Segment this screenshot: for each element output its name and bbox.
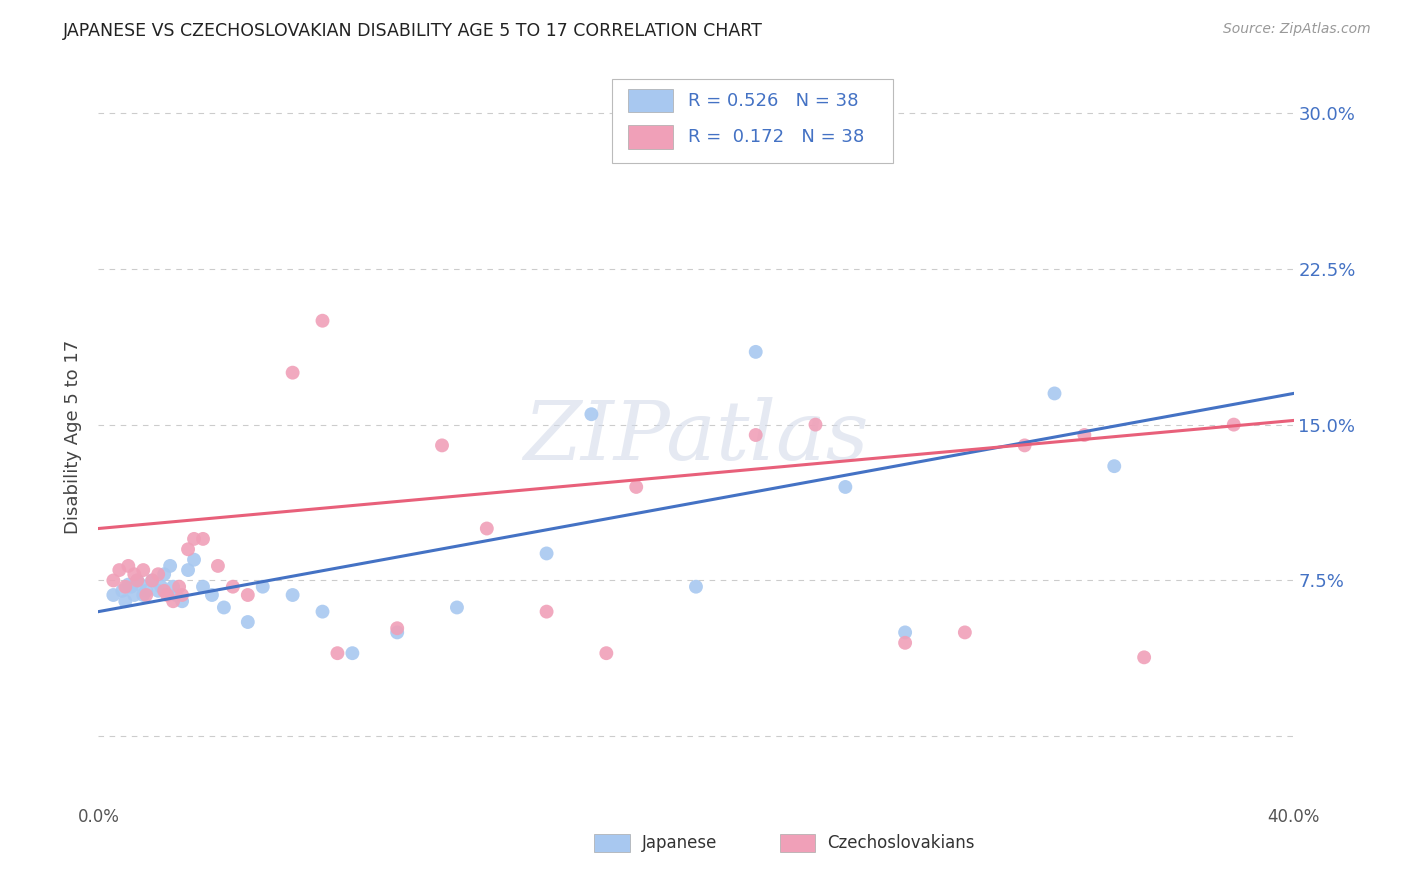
- Point: [183, 532, 205, 546]
- Point: [162, 594, 184, 608]
- Point: [745, 428, 768, 442]
- Point: [281, 366, 304, 380]
- Point: [111, 583, 134, 598]
- Point: [894, 625, 917, 640]
- Point: [124, 588, 146, 602]
- Point: [103, 588, 125, 602]
- Point: [172, 594, 194, 608]
- Point: [685, 580, 707, 594]
- Point: [236, 615, 259, 629]
- Point: [172, 588, 194, 602]
- Point: [132, 563, 155, 577]
- Point: [1073, 428, 1095, 442]
- Point: [745, 344, 768, 359]
- Point: [1014, 438, 1036, 452]
- Y-axis label: Disability Age 5 to 17: Disability Age 5 to 17: [65, 340, 83, 534]
- Point: [153, 567, 176, 582]
- Point: [127, 574, 149, 588]
- Point: [148, 567, 170, 582]
- Point: [207, 558, 229, 573]
- Text: Japanese: Japanese: [643, 834, 717, 852]
- Point: [536, 546, 558, 560]
- Point: [114, 580, 136, 594]
- Point: [595, 646, 617, 660]
- Point: [148, 583, 170, 598]
- Point: [326, 646, 349, 660]
- FancyBboxPatch shape: [613, 78, 893, 163]
- Point: [117, 577, 139, 591]
- Point: [135, 583, 157, 598]
- Point: [236, 588, 259, 602]
- Point: [1133, 650, 1156, 665]
- Point: [222, 580, 245, 594]
- Point: [177, 542, 200, 557]
- Point: [191, 580, 214, 594]
- Point: [201, 588, 224, 602]
- Point: [127, 574, 149, 588]
- Text: R =  0.172   N = 38: R = 0.172 N = 38: [688, 128, 863, 146]
- Bar: [595, 834, 630, 852]
- Point: [135, 588, 157, 602]
- Point: [129, 577, 152, 591]
- Point: [159, 558, 181, 573]
- Point: [114, 594, 136, 608]
- Point: [150, 580, 173, 594]
- Text: Czechoslovakians: Czechoslovakians: [827, 834, 974, 852]
- Point: [132, 588, 155, 602]
- Point: [342, 646, 364, 660]
- Bar: [779, 834, 815, 852]
- Point: [804, 417, 827, 432]
- Point: [183, 552, 205, 566]
- Point: [103, 574, 125, 588]
- Point: [141, 574, 163, 588]
- Point: [1104, 459, 1126, 474]
- Point: [120, 580, 142, 594]
- Point: [141, 574, 163, 588]
- Point: [385, 621, 409, 635]
- Point: [281, 588, 304, 602]
- Point: [446, 600, 468, 615]
- Point: [1223, 417, 1246, 432]
- Point: [953, 625, 976, 640]
- Point: [108, 563, 131, 577]
- Point: [252, 580, 274, 594]
- Point: [311, 314, 333, 328]
- Text: R = 0.526   N = 38: R = 0.526 N = 38: [688, 92, 858, 110]
- Point: [156, 588, 179, 602]
- Bar: [628, 126, 673, 149]
- Point: [894, 636, 917, 650]
- Point: [385, 625, 409, 640]
- Point: [117, 558, 139, 573]
- Text: Source: ZipAtlas.com: Source: ZipAtlas.com: [1223, 22, 1371, 37]
- Point: [626, 480, 648, 494]
- Point: [834, 480, 856, 494]
- Point: [191, 532, 214, 546]
- Text: JAPANESE VS CZECHOSLOVAKIAN DISABILITY AGE 5 TO 17 CORRELATION CHART: JAPANESE VS CZECHOSLOVAKIAN DISABILITY A…: [63, 22, 763, 40]
- Point: [162, 580, 184, 594]
- Point: [311, 605, 333, 619]
- Point: [430, 438, 453, 452]
- Point: [153, 583, 176, 598]
- Point: [581, 407, 603, 421]
- Point: [212, 600, 235, 615]
- Point: [1043, 386, 1066, 401]
- Point: [165, 588, 187, 602]
- Point: [167, 580, 190, 594]
- Point: [177, 563, 200, 577]
- Point: [475, 521, 498, 535]
- Bar: [628, 89, 673, 112]
- Text: ZIPatlas: ZIPatlas: [523, 397, 869, 477]
- Point: [124, 567, 146, 582]
- Point: [536, 605, 558, 619]
